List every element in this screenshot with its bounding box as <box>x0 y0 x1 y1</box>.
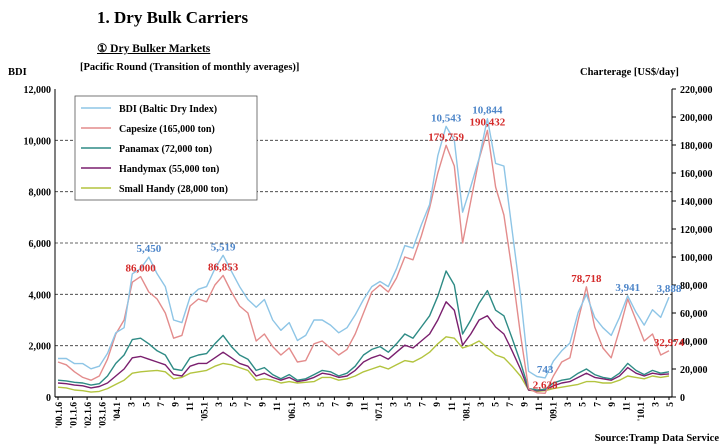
right-tick-label: 220,000 <box>680 85 713 96</box>
x-tick-label: '06.1 <box>288 402 298 422</box>
x-tick-label: 5 <box>404 402 414 407</box>
x-tick-label: 7 <box>419 402 429 407</box>
data-label: 5,450 <box>136 243 161 255</box>
left-tick-label: 4,000 <box>29 290 52 301</box>
right-tick-label: 0 <box>680 393 685 404</box>
legend-label: Panamax (72,000 ton) <box>119 144 212 155</box>
x-tick-label: '02.1.6 <box>84 402 94 429</box>
data-label: 2,628 <box>533 379 558 391</box>
x-tick-label: '07.1 <box>375 402 385 422</box>
data-label: 10,543 <box>431 112 462 124</box>
series-line <box>57 270 670 391</box>
x-tick-label: 11 <box>448 402 458 411</box>
x-tick-label: 9 <box>259 402 269 407</box>
x-tick-label: 5 <box>230 402 240 407</box>
x-tick-label: 11 <box>535 402 545 411</box>
x-tick-label: '10.1 <box>637 402 647 422</box>
left-tick-label: 8,000 <box>29 188 52 199</box>
x-tick-label: '09.1 <box>550 402 560 422</box>
left-tick-label: 0 <box>46 393 51 404</box>
page-heading: 1. Dry Bulk Carriers <box>97 8 249 27</box>
x-tick-label: 5 <box>142 402 152 407</box>
left-tick-label: 2,000 <box>29 342 52 353</box>
x-tick-label: 3 <box>215 402 225 407</box>
data-label: 32,974 <box>654 337 685 349</box>
series-line <box>57 301 670 392</box>
right-tick-label: 120,000 <box>680 225 713 236</box>
right-axis-label: Charterage [US$/day] <box>580 67 679 78</box>
x-tick-label: '01.1.6 <box>70 402 80 429</box>
data-label: 743 <box>537 364 554 376</box>
legend-label: BDI (Baltic Dry Index) <box>119 104 217 115</box>
x-tick-label: 11 <box>622 402 632 411</box>
data-label: 86,000 <box>125 263 156 275</box>
x-tick-label: 3 <box>651 402 661 407</box>
right-tick-label: 80,000 <box>680 281 708 292</box>
legend-label: Small Handy (28,000 ton) <box>119 184 228 195</box>
left-tick-label: 10,000 <box>24 136 52 147</box>
data-label: 179,759 <box>428 131 464 143</box>
x-tick-label: 5 <box>666 402 676 407</box>
x-tick-label: 3 <box>390 402 400 407</box>
chart-title: [Pacific Round (Transition of monthly av… <box>80 62 300 73</box>
left-tick-label: 6,000 <box>29 239 52 250</box>
x-tick-label: '04.1 <box>113 402 123 422</box>
x-tick-label: 9 <box>521 402 531 407</box>
x-tick-label: 5 <box>317 402 327 407</box>
x-tick-label: 11 <box>361 402 371 411</box>
x-tick-label: 3 <box>564 402 574 407</box>
source-note: Source:Tramp Data Service <box>594 433 719 444</box>
data-label: 78,718 <box>571 273 602 285</box>
x-tick-label: 5 <box>579 402 589 407</box>
series-line <box>57 129 670 394</box>
x-tick-label: 11 <box>273 402 283 411</box>
legend-label: Handymax (55,000 ton) <box>119 164 219 175</box>
data-label: 190,432 <box>469 116 505 128</box>
left-tick-label: 12,000 <box>24 85 52 96</box>
series-line <box>57 336 670 393</box>
right-tick-label: 140,000 <box>680 197 713 208</box>
x-tick-label: '08.1 <box>462 402 472 422</box>
right-tick-label: 40,000 <box>680 337 708 348</box>
x-tick-label: '00.1.6 <box>55 402 65 429</box>
data-label: 10,844 <box>472 105 503 117</box>
x-tick-label: 9 <box>171 402 181 407</box>
right-tick-label: 100,000 <box>680 253 713 264</box>
x-tick-label: '05.1 <box>200 402 210 422</box>
x-tick-label: 11 <box>186 402 196 411</box>
x-tick-label: 7 <box>244 402 254 407</box>
x-tick-label: 3 <box>128 402 138 407</box>
section-subheading: ① Dry Bulker Markets <box>97 43 211 55</box>
data-label: 5,519 <box>211 241 236 253</box>
x-tick-label: 5 <box>491 402 501 407</box>
left-axis-label: BDI <box>8 67 27 78</box>
x-tick-label: 7 <box>593 402 603 407</box>
x-tick-label: 7 <box>506 402 516 407</box>
right-tick-label: 20,000 <box>680 365 708 376</box>
right-tick-label: 200,000 <box>680 113 713 124</box>
x-tick-label: 3 <box>477 402 487 407</box>
x-tick-label: '03.1.6 <box>99 402 109 429</box>
legend-label: Capesize (165,000 ton) <box>119 124 215 135</box>
data-label: 3,888 <box>657 283 682 295</box>
right-tick-label: 160,000 <box>680 169 713 180</box>
legend: BDI (Baltic Dry Index) Capesize (165,000 … <box>74 95 258 201</box>
right-tick-label: 180,000 <box>680 141 713 152</box>
x-tick-label: 9 <box>346 402 356 407</box>
data-label: 86,853 <box>208 261 239 273</box>
data-label: 3,941 <box>615 282 640 294</box>
series-line <box>58 117 670 379</box>
x-tick-label: 7 <box>331 402 341 407</box>
x-tick-label: 9 <box>433 402 443 407</box>
right-tick-label: 60,000 <box>680 309 708 320</box>
x-tick-label: 9 <box>608 402 618 407</box>
x-tick-label: 3 <box>302 402 312 407</box>
x-tick-label: 7 <box>157 402 167 407</box>
